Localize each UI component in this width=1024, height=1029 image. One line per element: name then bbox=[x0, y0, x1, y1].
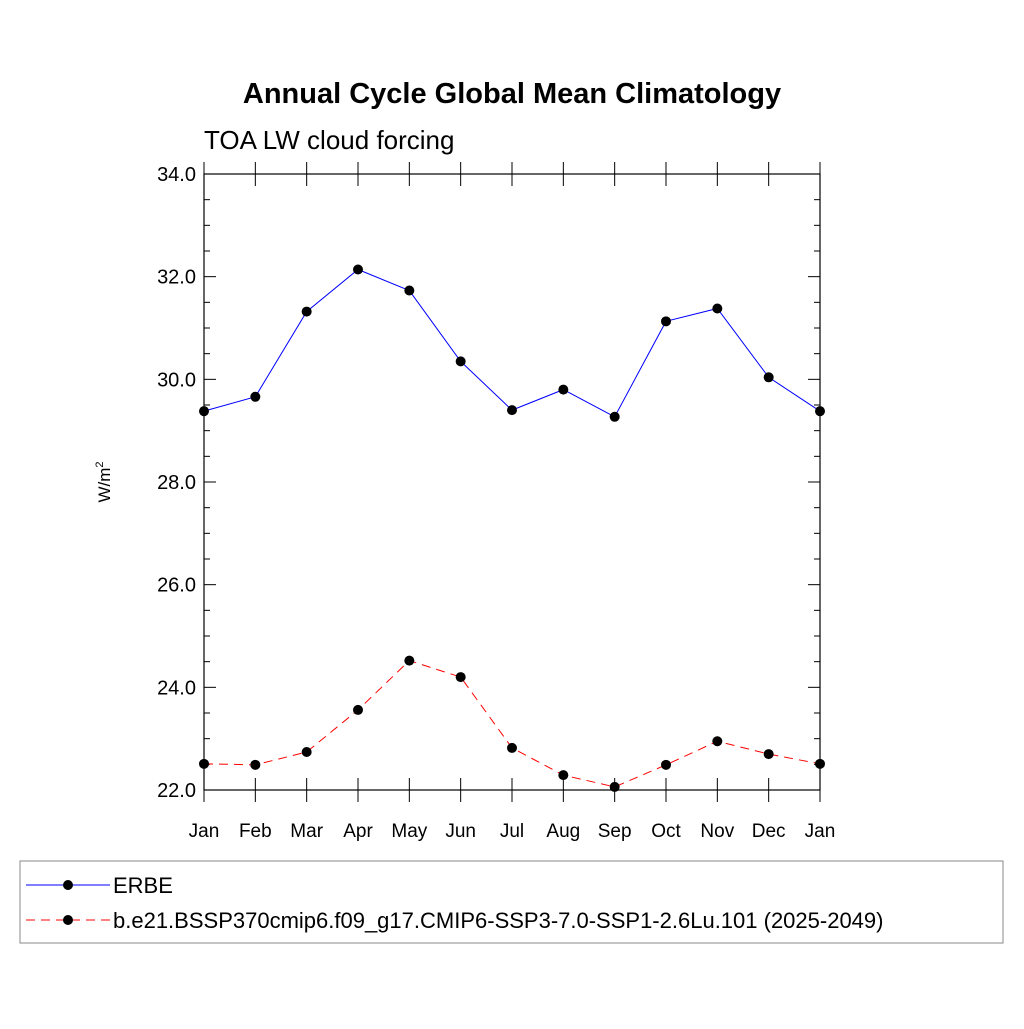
y-tick-label: 24.0 bbox=[157, 677, 196, 699]
x-tick-label: Dec bbox=[752, 821, 786, 842]
series-1-point bbox=[301, 306, 312, 317]
x-tick-label: May bbox=[391, 821, 427, 842]
series-2-point bbox=[609, 781, 620, 792]
x-tick-label: Mar bbox=[290, 821, 323, 842]
chart-subtitle: TOA LW cloud forcing bbox=[204, 125, 454, 155]
series-2-point bbox=[558, 770, 569, 781]
series-1-point bbox=[507, 405, 517, 416]
series-1-point bbox=[712, 303, 723, 314]
series-line-2 bbox=[203, 660, 821, 788]
x-tick-label: Jul bbox=[500, 821, 524, 842]
y-tick-label: 32.0 bbox=[157, 267, 196, 289]
y-tick-label: 28.0 bbox=[157, 472, 196, 494]
series-1-point bbox=[353, 264, 363, 275]
x-tick-label: Sep bbox=[598, 821, 632, 842]
series-1-point bbox=[609, 411, 620, 422]
y-axis-label-superscript: 2 bbox=[94, 461, 106, 467]
series-2-point bbox=[301, 747, 312, 758]
legend-marker-1 bbox=[63, 880, 73, 890]
series-1-point bbox=[199, 406, 209, 417]
series-1-point bbox=[455, 356, 466, 367]
series-2-point bbox=[353, 704, 363, 715]
series-1-point bbox=[763, 372, 774, 383]
x-tick-label: Feb bbox=[239, 821, 272, 842]
plot-frame bbox=[203, 173, 821, 791]
series-2-point bbox=[250, 759, 261, 770]
x-tick-label: Oct bbox=[651, 821, 681, 842]
series-2-point bbox=[712, 736, 723, 747]
plot-area: 22.0 24.0 26.0 28.0 30.0 32.0 34.0 Jan Feb Mar Apr… bbox=[157, 162, 835, 842]
legend-marker-2 bbox=[63, 915, 73, 925]
y-tick-label: 34.0 bbox=[157, 164, 196, 186]
series-2-point bbox=[661, 759, 671, 770]
y-axis-label: W/m2 bbox=[94, 461, 114, 502]
legend-label-1: ERBE bbox=[113, 873, 173, 898]
series-2-point bbox=[455, 672, 466, 683]
x-tick-label: Jan bbox=[805, 821, 836, 842]
series-2-point bbox=[507, 742, 517, 753]
legend-box bbox=[19, 860, 1004, 944]
x-tick-label: Jun bbox=[445, 821, 476, 842]
x-tick-label: Nov bbox=[700, 821, 734, 842]
y-tick-label: 22.0 bbox=[157, 780, 196, 802]
series-1-point bbox=[815, 406, 825, 417]
series-1-point bbox=[404, 285, 415, 296]
series-2-point bbox=[199, 758, 209, 769]
series-line-1 bbox=[203, 268, 821, 418]
series-2-point bbox=[404, 655, 415, 666]
series-1-point bbox=[661, 316, 671, 327]
x-tick-label: Aug bbox=[546, 821, 580, 842]
series-1-point bbox=[558, 384, 569, 395]
y-tick-label: 30.0 bbox=[157, 369, 196, 391]
x-tick-label: Apr bbox=[343, 821, 373, 842]
series-2-point bbox=[763, 749, 774, 760]
legend-label-2: b.e21.BSSP370cmip6.f09_g17.CMIP6-SSP3-7.… bbox=[113, 908, 883, 933]
y-axis-label-main: W/m bbox=[95, 468, 114, 503]
legend: ERBE b.e21.BSSP370cmip6.f09_g17.CMIP6-SSP… bbox=[19, 860, 1004, 944]
y-tick-label: 26.0 bbox=[157, 575, 196, 597]
x-tick-label: Jan bbox=[189, 821, 220, 842]
chart-title: Annual Cycle Global Mean Climatology bbox=[243, 78, 781, 110]
series-1-point bbox=[250, 391, 261, 402]
series-2-point bbox=[815, 758, 825, 769]
